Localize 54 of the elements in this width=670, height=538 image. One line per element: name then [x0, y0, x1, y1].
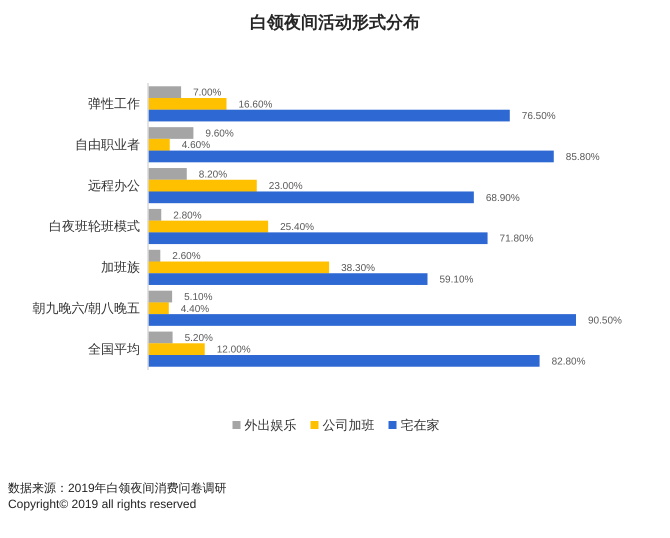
- y-tick-label: 朝九晚六/朝八晚五: [32, 300, 140, 316]
- bar: [148, 86, 182, 98]
- data-label: 76.50%: [522, 111, 556, 122]
- data-label: 68.90%: [486, 192, 520, 204]
- y-tick-label: 弹性工作: [88, 96, 140, 112]
- source-note: 数据来源：2019年白领夜间消费问卷调研: [8, 481, 227, 495]
- y-tick-label: 自由职业者: [75, 136, 140, 152]
- bar: [148, 138, 170, 151]
- data-label: 4.40%: [180, 304, 210, 315]
- data-label: 5.20%: [184, 332, 214, 344]
- text: Copyright© 2019 all rights reserved: [8, 497, 196, 511]
- y-tick-label: 远程办公: [88, 178, 140, 193]
- bar: [148, 273, 428, 285]
- data-label: 16.60%: [238, 99, 273, 110]
- bar: [148, 290, 172, 302]
- data-label: 25.40%: [280, 222, 314, 233]
- bar: [148, 302, 169, 314]
- data-label: 8.20%: [198, 169, 228, 180]
- bar: [148, 355, 540, 367]
- bar: [148, 332, 173, 344]
- bar: [148, 262, 330, 274]
- y-tick-label: 加班族: [101, 260, 140, 275]
- data-label: 9.60%: [205, 128, 234, 140]
- data-label: 7.00%: [193, 88, 222, 99]
- bar: [148, 127, 194, 139]
- data-label: 82.80%: [552, 356, 586, 368]
- data-label: 5.10%: [184, 292, 213, 304]
- bar: [148, 180, 257, 192]
- data-label: 38.30%: [341, 262, 376, 274]
- bar: [148, 191, 474, 204]
- data-label: 4.60%: [182, 140, 210, 152]
- bar: [148, 98, 227, 110]
- data-label: 85.80%: [566, 152, 600, 163]
- data-label: 59.10%: [440, 274, 474, 286]
- legend-label: 公司加班: [322, 418, 374, 433]
- data-label: 12.00%: [216, 344, 251, 356]
- bar: [148, 314, 576, 326]
- bar: [148, 250, 160, 262]
- bar: [148, 150, 554, 162]
- bar: [148, 110, 510, 122]
- y-tick-label: 全国平均: [88, 341, 140, 356]
- y-tick-label: 白夜班轮班模式: [49, 218, 140, 234]
- bar: [148, 232, 488, 244]
- data-label: 2.80%: [173, 210, 202, 222]
- data-label: 2.60%: [172, 251, 201, 262]
- data-label: 71.80%: [500, 234, 534, 245]
- legend-label: 外出娱乐: [244, 418, 296, 433]
- data-label: 23.00%: [268, 181, 303, 192]
- data-label: 90.50%: [588, 315, 622, 326]
- bar: [148, 220, 268, 232]
- legend-label: 宅在家: [400, 418, 440, 433]
- bar: [148, 343, 205, 356]
- bar: [148, 168, 187, 180]
- chart-title: 白领夜间活动形式分布: [250, 13, 420, 32]
